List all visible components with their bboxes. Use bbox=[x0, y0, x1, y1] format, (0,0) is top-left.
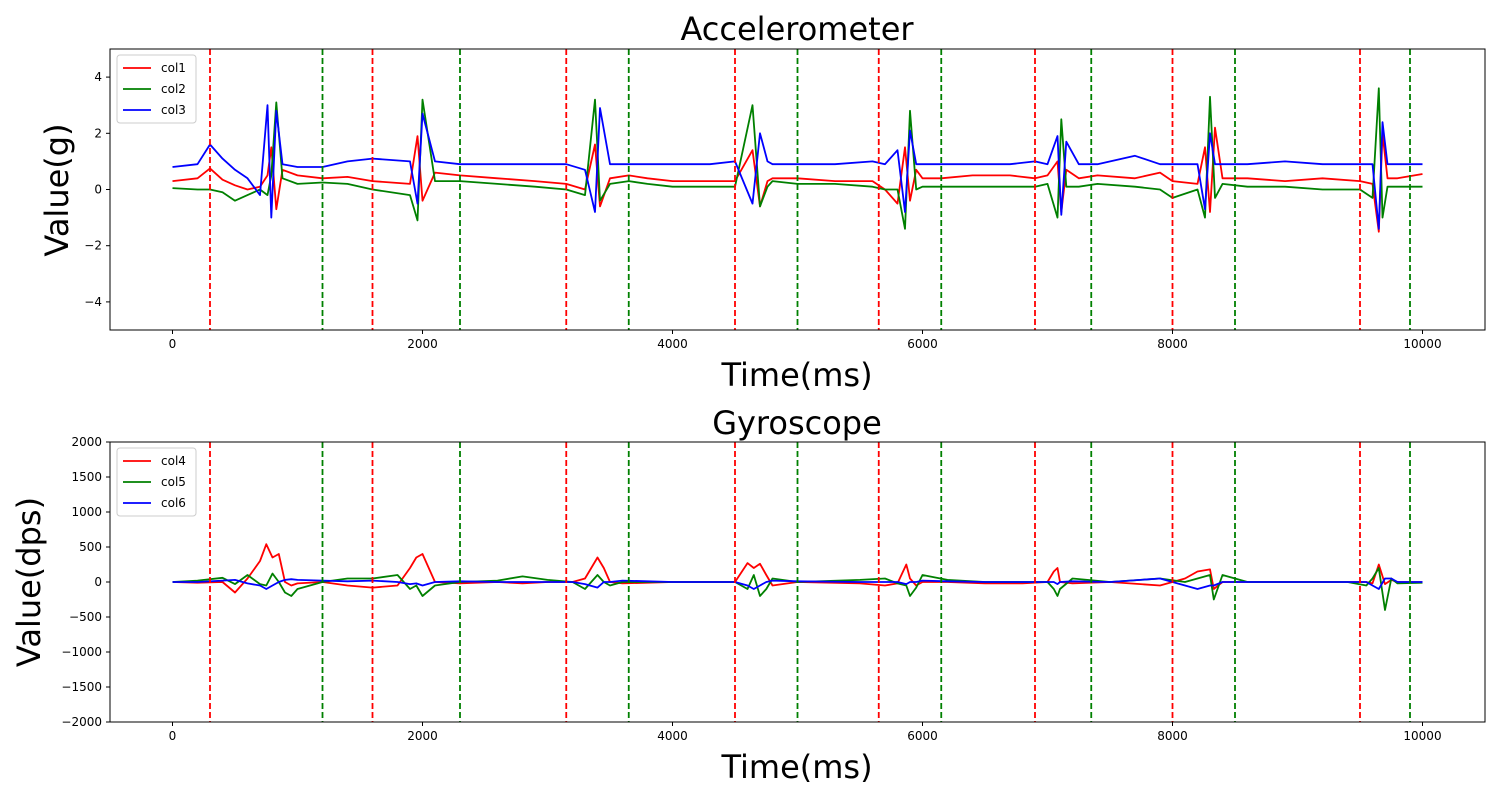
chart-title: Accelerometer bbox=[680, 10, 914, 48]
x-axis-label: Time(ms) bbox=[720, 356, 872, 394]
x-tick-label: 10000 bbox=[1403, 729, 1441, 743]
legend-entry: col1 bbox=[161, 61, 186, 75]
series-line-col1 bbox=[172, 126, 1423, 233]
y-tick-label: 4 bbox=[94, 70, 102, 84]
series-line-col3 bbox=[172, 104, 1423, 230]
chart-title: Gyroscope bbox=[712, 404, 882, 442]
legend: col4 col5 col6 bbox=[116, 447, 197, 517]
y-axis-label: Value(dps) bbox=[10, 497, 48, 667]
y-tick-label: 0 bbox=[94, 575, 102, 589]
x-tick-label: 2000 bbox=[407, 729, 438, 743]
y-tick-label: 2000 bbox=[71, 435, 102, 449]
series-line-col4 bbox=[172, 543, 1423, 594]
x-tick-label: 0 bbox=[169, 337, 177, 351]
legend: col1 col2 col3 bbox=[116, 54, 197, 124]
y-tick-label: 1000 bbox=[71, 505, 102, 519]
y-tick-label: 1500 bbox=[71, 470, 102, 484]
x-tick-label: 4000 bbox=[657, 729, 688, 743]
series-line-col2 bbox=[172, 87, 1423, 230]
y-tick-label: −1500 bbox=[61, 680, 102, 694]
x-tick-label: 6000 bbox=[907, 729, 938, 743]
y-tick-label: 2 bbox=[94, 126, 102, 140]
y-tick-label: −500 bbox=[69, 610, 102, 624]
y-tick-label: 0 bbox=[94, 183, 102, 197]
legend-entry: col5 bbox=[161, 475, 186, 489]
x-tick-label: 4000 bbox=[657, 337, 688, 351]
x-tick-label: 8000 bbox=[1157, 337, 1188, 351]
legend-entry: col6 bbox=[161, 496, 186, 510]
plot-frame bbox=[109, 48, 1486, 331]
y-axis-label: Value(g) bbox=[38, 123, 76, 256]
legend-entry: col2 bbox=[161, 82, 186, 96]
y-tick-label: −2000 bbox=[61, 715, 102, 729]
y-tick-label: −1000 bbox=[61, 645, 102, 659]
plot-frame bbox=[109, 441, 1486, 723]
x-tick-label: 8000 bbox=[1157, 729, 1188, 743]
y-tick-label: −4 bbox=[84, 295, 102, 309]
x-tick-label: 6000 bbox=[907, 337, 938, 351]
y-tick-label: 500 bbox=[79, 540, 102, 554]
x-axis-label: Time(ms) bbox=[720, 748, 872, 786]
x-tick-label: 0 bbox=[169, 729, 177, 743]
series-line-col5 bbox=[172, 567, 1423, 611]
x-tick-label: 2000 bbox=[407, 337, 438, 351]
y-tick-label: −2 bbox=[84, 239, 102, 253]
legend-entry: col3 bbox=[161, 103, 186, 117]
legend-entry: col4 bbox=[161, 454, 186, 468]
gyroscope-panel: Gyroscope Time(ms) Value(dps) 0 2000 4000 6… bbox=[10, 404, 1486, 786]
x-tick-label: 10000 bbox=[1403, 337, 1441, 351]
series-line-col6 bbox=[172, 577, 1423, 590]
accelerometer-panel: Accelerometer Time(ms) Value(g) 0 2000 400… bbox=[38, 10, 1486, 394]
